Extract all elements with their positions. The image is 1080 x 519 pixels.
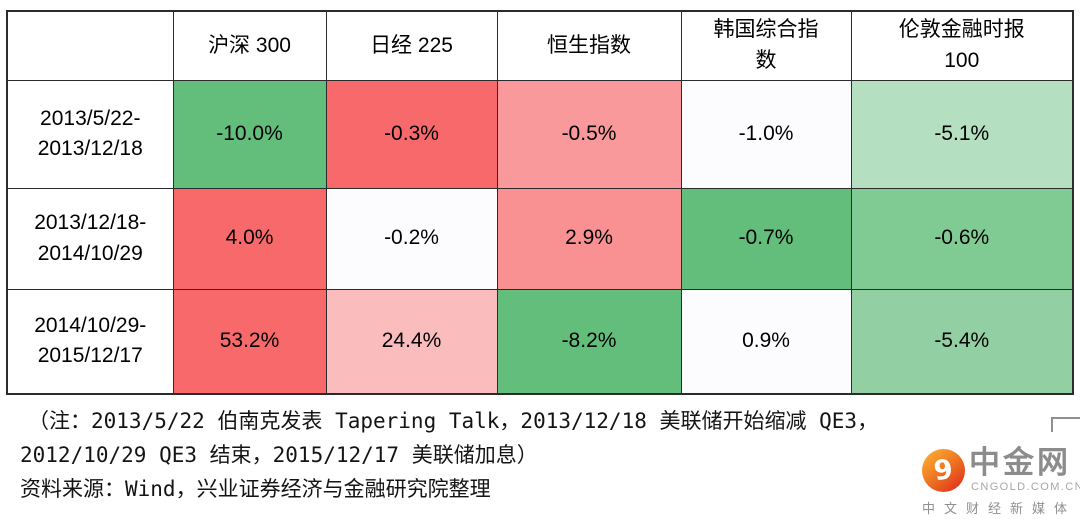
source-line: 资料来源：Wind，兴业证券经济与金融研究院整理 <box>20 477 491 501</box>
value-cell: 0.9% <box>680 288 852 395</box>
period-label: 2013/12/18- 2014/10/29 <box>6 187 174 290</box>
value-cell: -0.6% <box>850 187 1074 290</box>
value-cell: -0.5% <box>496 79 682 189</box>
logo-domain: CNGOLD.COM.CN <box>971 480 1080 493</box>
period-label: 2014/10/29- 2015/12/17 <box>6 288 174 395</box>
cropped-box-corner <box>1051 417 1080 432</box>
value-cell: -0.7% <box>680 187 852 290</box>
column-header-hs300: 沪深 300 <box>172 10 327 81</box>
note-line-1: （注：2013/5/22 伯南克发表 Tapering Talk，2013/12… <box>28 409 879 433</box>
value-cell: -0.3% <box>325 79 498 189</box>
table-row: 2013/12/18- 2014/10/29 4.0% -0.2% 2.9% -… <box>6 187 1074 290</box>
index-performance-heatmap-table: 沪深 300 日经 225 恒生指数 韩国综合指 数 伦敦金融时报 100 20… <box>6 10 1074 395</box>
logo-tagline: 中文财经新媒体 <box>922 500 1077 516</box>
value-cell: 53.2% <box>172 288 327 395</box>
value-cell: -5.1% <box>850 79 1074 189</box>
column-header-ftse100: 伦敦金融时报 100 <box>850 10 1074 81</box>
note-line-2: 2012/10/29 QE3 结束，2015/12/17 美联储加息） <box>20 443 538 467</box>
value-cell: -0.2% <box>325 187 498 290</box>
value-cell: -8.2% <box>496 288 682 395</box>
value-cell: 24.4% <box>325 288 498 395</box>
column-header-nikkei225: 日经 225 <box>325 10 498 81</box>
column-header-kospi: 韩国综合指 数 <box>680 10 852 81</box>
value-cell: 4.0% <box>172 187 327 290</box>
table-row: 2014/10/29- 2015/12/17 53.2% 24.4% -8.2%… <box>6 288 1074 395</box>
period-label: 2013/5/22- 2013/12/18 <box>6 79 174 189</box>
footnotes: （注：2013/5/22 伯南克发表 Tapering Talk，2013/12… <box>20 404 920 506</box>
value-cell: 2.9% <box>496 187 682 290</box>
value-cell: -5.4% <box>850 288 1074 395</box>
swirl-glyph: 9 <box>932 453 955 488</box>
table-row: 2013/5/22- 2013/12/18 -10.0% -0.3% -0.5%… <box>6 79 1074 189</box>
logo-name: 中金网 <box>969 445 1071 480</box>
value-cell: -10.0% <box>172 79 327 189</box>
header-row: 沪深 300 日经 225 恒生指数 韩国综合指 数 伦敦金融时报 100 <box>6 10 1074 81</box>
value-cell: -1.0% <box>680 79 852 189</box>
corner-cell <box>6 10 174 81</box>
cngold-logo: 9 中金网 CNGOLD.COM.CN 中文财经新媒体 <box>922 445 1080 517</box>
column-header-hangseng: 恒生指数 <box>496 10 682 81</box>
cngold-logo-icon: 9 <box>922 449 965 492</box>
